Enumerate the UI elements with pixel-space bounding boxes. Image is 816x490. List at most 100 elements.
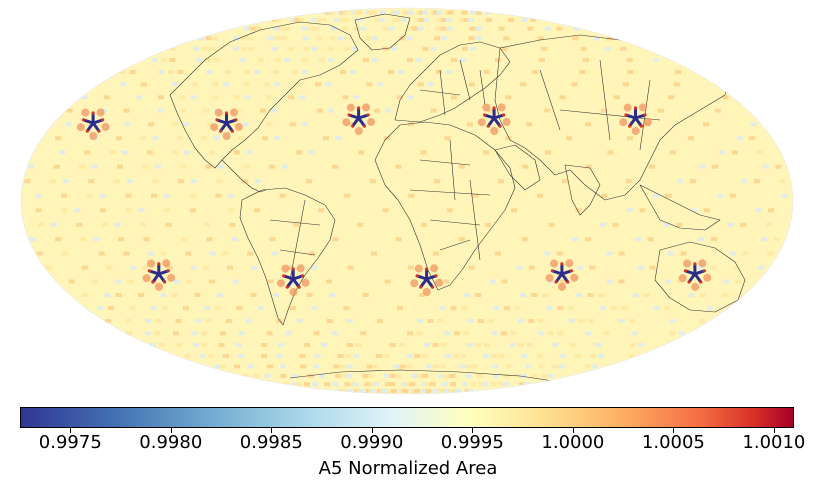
pattern-cell: [544, 108, 551, 113]
pattern-cell: [618, 279, 625, 284]
pattern-cell: [699, 293, 706, 297]
pattern-cell: [741, 179, 747, 184]
pattern-cell: [674, 82, 680, 87]
hotspot-tip: [434, 274, 438, 278]
pattern-cell: [287, 46, 294, 51]
pattern-cell: [254, 179, 261, 184]
pattern-cell: [436, 18, 443, 22]
pattern-cell: [175, 319, 182, 323]
pattern-cell: [600, 306, 607, 311]
pattern-cell: [334, 18, 341, 22]
pattern-cell: [370, 388, 377, 393]
pattern-cell: [301, 58, 308, 63]
pattern-cell: [231, 237, 238, 242]
pattern-cell: [374, 18, 381, 22]
pattern-cell: [371, 58, 378, 63]
hotspot-tip: [82, 118, 86, 122]
pattern-cell: [475, 36, 482, 41]
pattern-cell: [691, 208, 697, 213]
pattern-cell: [500, 331, 507, 336]
pattern-cell: [459, 364, 466, 369]
hotspot-tip: [569, 269, 574, 273]
pattern-cell: [436, 388, 443, 393]
pattern-cell: [318, 208, 325, 213]
hotspot-halo: [101, 122, 110, 131]
pattern-cell: [210, 251, 216, 256]
pattern-cell: [242, 373, 249, 378]
pattern-cell: [364, 36, 371, 41]
pattern-cell: [205, 164, 212, 169]
pattern-cell: [345, 373, 352, 378]
pattern-cell: [558, 364, 565, 369]
pattern-cell: [121, 150, 128, 155]
pattern-cell: [432, 251, 439, 256]
pattern-cell: [202, 265, 209, 270]
pattern-cell: [101, 222, 108, 227]
pattern-cell: [385, 382, 392, 387]
hotspot-halo: [281, 264, 290, 273]
pattern-cell: [736, 136, 743, 141]
pattern-cell: [81, 293, 88, 297]
pattern-cell: [489, 279, 496, 284]
pattern-cell: [180, 164, 187, 169]
pattern-cell: [204, 222, 210, 227]
pattern-cell: [192, 343, 199, 347]
pattern-cell: [103, 95, 110, 100]
pattern-cell: [340, 70, 347, 74]
pattern-cell: [603, 331, 610, 336]
pattern-cell: [396, 306, 403, 311]
pattern-cell: [373, 364, 380, 369]
pattern-cell: [92, 237, 99, 242]
colorbar-tick-label: 0.9975: [38, 432, 102, 453]
pattern-cell: [487, 108, 494, 113]
hotspot-south-africa: [410, 264, 443, 296]
pattern-cell: [226, 265, 233, 270]
pattern-cell: [604, 46, 611, 51]
hotspot-tip: [347, 113, 351, 117]
hotspot-tip: [566, 280, 570, 284]
pattern-cell: [249, 26, 256, 31]
pattern-cell: [49, 179, 56, 184]
pattern-cell: [389, 343, 396, 347]
hotspot-halo: [342, 118, 351, 127]
pattern-cell: [328, 10, 335, 15]
pattern-cell: [501, 46, 508, 51]
hotspot-halo: [81, 108, 90, 117]
pattern-cell: [160, 251, 167, 256]
hotspot-tip: [101, 118, 105, 122]
pattern-cell: [118, 237, 125, 242]
europe-outline: [394, 41, 511, 123]
pattern-cell: [756, 150, 763, 155]
pattern-cell: [472, 364, 479, 369]
pattern-cell: [419, 293, 425, 297]
pattern-cell: [383, 354, 390, 359]
pattern-cell: [299, 95, 306, 100]
hotspot-tip: [683, 269, 688, 273]
pattern-cell: [235, 343, 242, 347]
pattern-cell: [767, 251, 774, 256]
pattern-cell: [150, 306, 157, 311]
pattern-cell: [92, 279, 99, 284]
colorbar-tick: [673, 428, 675, 433]
pattern-cell: [388, 70, 395, 74]
pattern-cell: [395, 237, 402, 242]
pattern-cell: [420, 388, 427, 393]
pattern-cell: [427, 319, 434, 323]
pattern-cell: [599, 222, 606, 227]
hotspot-halo: [214, 108, 223, 117]
pattern-cell: [402, 388, 409, 393]
hotspot-arabia: [477, 103, 511, 135]
antarctica-outline: [289, 369, 561, 383]
pattern-cell: [201, 331, 207, 336]
pattern-cell: [61, 251, 68, 256]
pattern-cell: [528, 265, 535, 270]
pattern-cell: [313, 331, 320, 336]
colorbar-tick-label: 1.0000: [541, 432, 605, 453]
pattern-cell: [353, 95, 360, 100]
pattern-cell: [779, 179, 786, 184]
hotspot-halo: [545, 274, 554, 283]
pattern-cell: [521, 354, 528, 359]
pattern-cell: [762, 164, 769, 169]
colorbar-tick: [472, 428, 474, 433]
arabia-outline: [494, 144, 541, 191]
